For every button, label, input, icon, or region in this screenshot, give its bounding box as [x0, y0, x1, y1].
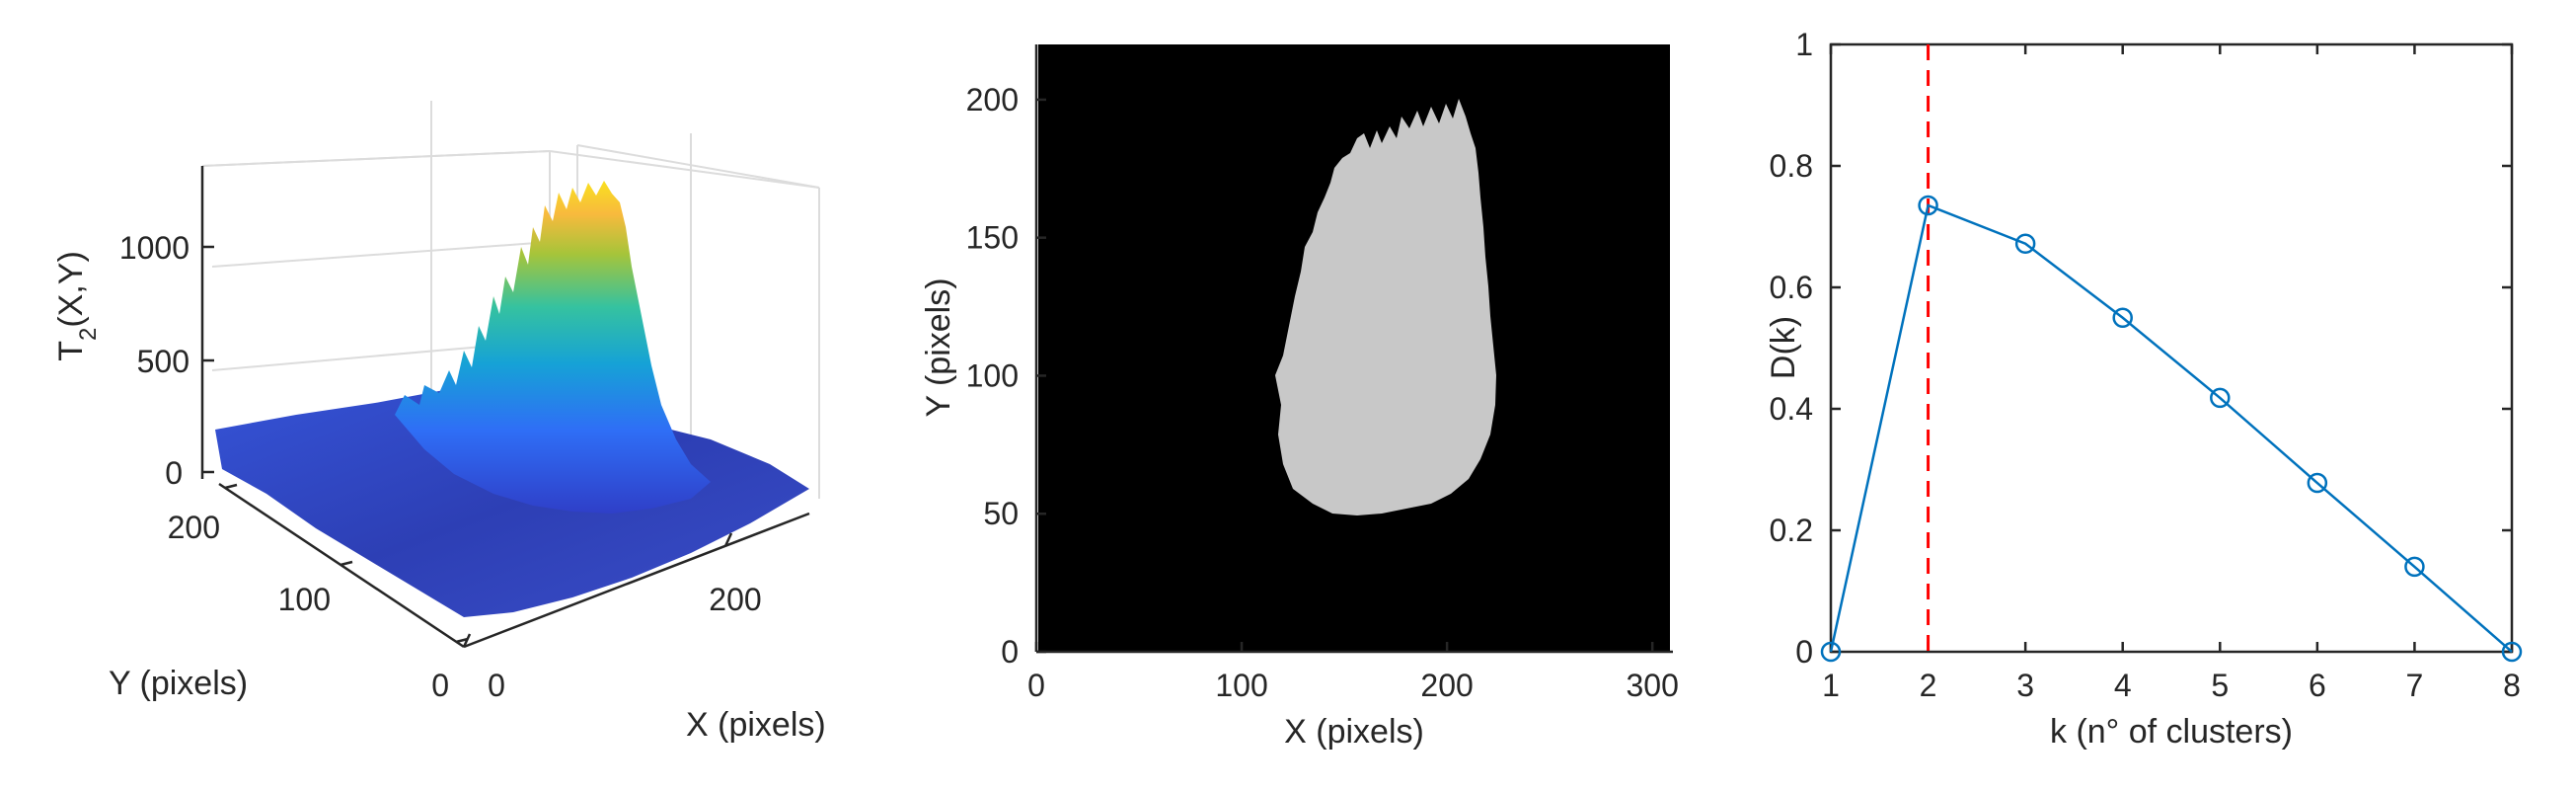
y-tick-label: 0	[1001, 634, 1019, 670]
surface-peak	[395, 181, 711, 514]
surface-z-tick-labels: 0 500 1000	[119, 230, 189, 491]
x-tick-label: 6	[2309, 668, 2326, 703]
y-tick-label: 0.2	[1770, 513, 1813, 548]
x-tick-label: 8	[2503, 668, 2521, 703]
dk-ylabel: D(k)	[1765, 316, 1802, 379]
z-tick-label: 500	[137, 344, 189, 379]
surface-xlabel: X (pixels)	[686, 706, 826, 744]
image-xlabel: X (pixels)	[1284, 713, 1424, 751]
y-tick-label: 0	[1795, 634, 1813, 670]
surface-x-tick-labels: 0 200	[488, 582, 762, 703]
surface-y-tick-labels: 0 100 200	[168, 510, 449, 703]
y-tick-label: 0.6	[1770, 270, 1813, 305]
dk-series-line	[1829, 203, 2513, 653]
data-point	[2014, 233, 2036, 254]
x-tick-label: 0	[488, 668, 505, 703]
y-tick-label: 1	[1795, 27, 1813, 62]
image-axes	[1034, 44, 1673, 654]
surface-zlabel: T2(X,Y)	[52, 251, 102, 361]
dk-ticks: 1 2 3 4 5 6 7 8 0 0.2 0.4 0.6 0.8 1	[1770, 27, 2521, 703]
data-point	[2404, 556, 2425, 578]
data-point	[2210, 387, 2231, 409]
surface-ylabel: Y (pixels)	[109, 665, 248, 702]
x-tick-label: 5	[2211, 668, 2229, 703]
y-tick-label: 100	[966, 357, 1019, 393]
y-tick-label: 200	[966, 82, 1019, 118]
data-point	[2501, 641, 2523, 663]
dk-panel: 1 2 3 4 5 6 7 8 0 0.2 0.4 0.6 0.8 1 k (n° of clusters…	[1765, 27, 2523, 751]
x-tick-label: 0	[1027, 668, 1045, 703]
dk-markers	[1820, 195, 2523, 663]
y-tick-label: 200	[168, 510, 220, 545]
y-tick-label: 0.8	[1770, 148, 1813, 184]
x-tick-label: 1	[1822, 668, 1840, 703]
data-point	[2112, 307, 2133, 328]
x-tick-label: 200	[1420, 668, 1473, 703]
segmented-region	[1275, 99, 1496, 515]
x-tick-label: 7	[2406, 668, 2424, 703]
z-tick-label: 0	[165, 455, 183, 491]
dk-plot-box	[1829, 42, 2514, 654]
y-tick-label: 150	[966, 220, 1019, 256]
x-tick-label: 2	[1920, 668, 1937, 703]
x-tick-label: 3	[2016, 668, 2034, 703]
x-tick-label: 4	[2114, 668, 2132, 703]
y-tick-label: 100	[278, 582, 331, 617]
image-ylabel: Y (pixels)	[920, 277, 957, 417]
y-tick-label: 0.4	[1770, 391, 1813, 427]
x-tick-label: 300	[1626, 668, 1678, 703]
segmentation-panel: 0 100 200 300 0 50 100 150 200 X (pixels) Y (pix…	[920, 44, 1679, 751]
z-tick-label: 1000	[119, 230, 189, 266]
surface-ticks	[202, 245, 733, 648]
dk-xlabel: k (n° of clusters)	[2050, 713, 2293, 751]
y-tick-label: 0	[431, 668, 449, 703]
surface-panel: 0 500 1000 0 100 200 0 200 T2(X,Y) Y (pi…	[52, 101, 826, 744]
y-tick-label: 50	[983, 496, 1019, 531]
data-point	[1918, 195, 1938, 216]
x-tick-label: 100	[1215, 668, 1267, 703]
image-ticks: 0 100 200 300 0 50 100 150 200	[966, 82, 1679, 703]
x-tick-label: 200	[709, 582, 761, 617]
data-point	[2307, 472, 2328, 494]
data-point	[1820, 641, 1842, 663]
